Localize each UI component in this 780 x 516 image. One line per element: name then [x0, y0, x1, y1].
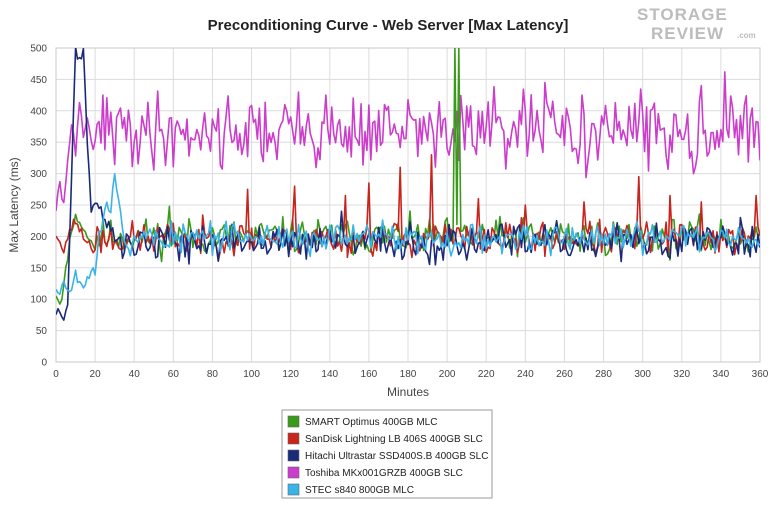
y-tick-labels: 0 50 100 150 200 250 300 350 400 450 500: [30, 44, 47, 369]
y-tick-label: 400: [30, 106, 47, 117]
storage-review-logo: STORAGE REVIEW .com: [637, 5, 756, 43]
y-tick-label: 150: [30, 263, 47, 274]
legend: SMART Optimus 400GB MLC SanDisk Lightning…: [281, 409, 493, 499]
chart-title: Preconditioning Curve - Web Server [Max …: [208, 17, 569, 34]
legend-label: Toshiba MKx001GRZB 400GB SLC: [305, 468, 463, 479]
y-tick-label: 200: [30, 232, 47, 243]
legend-label: STEC s840 800GB MLC: [305, 485, 414, 496]
x-tick-label: 160: [361, 369, 378, 380]
legend-label: Hitachi Ultrastar SSD400S.B 400GB SLC: [305, 451, 488, 462]
y-tick-label: 350: [30, 138, 47, 149]
x-tick-labels: 0 20 40 60 80 100 120 140 160 180 200 220 240 260 280 3…: [53, 369, 769, 380]
x-tick-label: 200: [439, 369, 456, 380]
legend-swatch: [287, 449, 300, 462]
x-tick-label: 60: [168, 369, 180, 380]
legend-label: SanDisk Lightning LB 406S 400GB SLC: [305, 434, 483, 445]
x-tick-label: 340: [713, 369, 730, 380]
series-line-4: [56, 173, 760, 295]
logo-line1: STORAGE: [637, 5, 728, 24]
y-tick-label: 300: [30, 169, 47, 180]
legend-box: [281, 409, 493, 499]
x-tick-label: 20: [90, 369, 102, 380]
y-tick-label: 500: [30, 44, 47, 55]
x-tick-label: 360: [752, 369, 769, 380]
x-tick-label: 100: [243, 369, 260, 380]
y-tick-label: 0: [41, 358, 47, 369]
x-tick-label: 320: [673, 369, 690, 380]
legend-swatch: [287, 432, 300, 445]
x-tick-label: 0: [53, 369, 59, 380]
legend-swatch: [287, 483, 300, 496]
x-axis-label: Minutes: [387, 385, 429, 399]
y-axis-label: Max Latency (ms): [7, 157, 21, 252]
x-tick-label: 300: [634, 369, 651, 380]
grid: [55, 47, 761, 363]
logo-line2: REVIEW: [651, 24, 724, 43]
y-tick-label: 250: [30, 201, 47, 212]
series-layer: [56, 48, 760, 321]
y-tick-label: 450: [30, 75, 47, 86]
y-tick-label: 50: [36, 326, 48, 337]
x-tick-label: 260: [556, 369, 573, 380]
legend-label: SMART Optimus 400GB MLC: [305, 417, 437, 428]
x-tick-label: 140: [321, 369, 338, 380]
x-tick-label: 280: [595, 369, 612, 380]
legend-swatch: [287, 415, 300, 428]
logo-suffix: .com: [737, 31, 756, 40]
x-tick-label: 240: [517, 369, 534, 380]
legend-swatch: [287, 466, 300, 479]
x-tick-label: 180: [400, 369, 417, 380]
series-line-3: [56, 71, 760, 211]
x-tick-label: 80: [207, 369, 219, 380]
x-tick-label: 120: [282, 369, 299, 380]
y-tick-label: 100: [30, 295, 47, 306]
x-tick-label: 40: [129, 369, 141, 380]
x-tick-label: 220: [478, 369, 495, 380]
